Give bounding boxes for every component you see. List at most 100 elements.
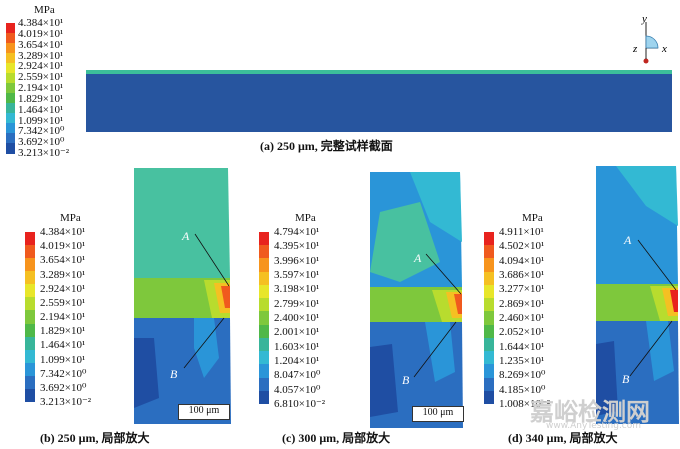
color-legend-a: [6, 23, 15, 154]
legend-swatch: [6, 133, 15, 144]
legend-tick-label: 2.400×10¹: [274, 312, 320, 324]
label-a-b: A: [181, 229, 190, 243]
legend-swatch: [25, 375, 35, 390]
legend-tick-label: 3.213×10⁻²: [18, 147, 70, 159]
scale-bar-c: 100 μm: [412, 406, 464, 422]
legend-tick-label: 2.460×10¹: [499, 312, 545, 324]
legend-tick-label: 2.559×10¹: [18, 71, 64, 84]
contour-plot-d: A B: [596, 166, 679, 424]
legend-swatch: [25, 258, 35, 272]
label-b-b: B: [170, 367, 178, 381]
legend-swatch: [259, 271, 269, 286]
legend-unit-d: MPa: [522, 212, 543, 224]
legend-tick-label: 4.019×10¹: [18, 27, 64, 40]
legend-tick-label: 3.654×10¹: [18, 38, 64, 51]
legend-swatch: [6, 63, 15, 74]
legend-tick-label: 3.198×10¹: [274, 283, 320, 296]
legend-tick-label: 4.502×10¹: [499, 240, 545, 253]
legend-swatch: [259, 337, 269, 352]
axis-x-label: x: [661, 43, 667, 55]
legend-tick-label: 1.008×10⁻²: [499, 398, 551, 410]
legend-ticks-c: 4.794×10¹ 4.395×10¹ 3.996×10¹ 3.597×10¹ 3.19…: [274, 227, 364, 410]
legend-tick-label: 1.829×10¹: [40, 325, 86, 338]
legend-tick-label: 3.277×10¹: [499, 283, 545, 296]
legend-swatch: [484, 364, 494, 379]
legend-tick-label: 4.794×10¹: [274, 226, 320, 238]
legend-tick-label: 8.047×10⁰: [274, 369, 321, 382]
legend-tick-label: 3.289×10¹: [40, 268, 86, 281]
legend-swatch: [25, 245, 35, 259]
legend-swatch: [259, 258, 269, 273]
legend-swatch: [259, 351, 269, 365]
label-a-d: A: [623, 233, 632, 247]
legend-tick-label: 6.810×10⁻²: [274, 398, 326, 410]
legend-swatch: [6, 113, 15, 124]
legend-swatch: [25, 362, 35, 377]
color-legend-c: [259, 232, 269, 405]
legend-unit-b: MPa: [60, 212, 81, 224]
legend-swatch: [259, 364, 269, 379]
legend-swatch: [484, 337, 494, 352]
legend-swatch: [25, 297, 35, 311]
legend-tick-label: 2.799×10¹: [274, 297, 320, 310]
legend-tick-label: 1.099×10¹: [40, 353, 86, 366]
legend-swatch: [6, 93, 15, 104]
legend-swatch: [484, 258, 494, 273]
legend-swatch: [484, 298, 494, 312]
contour-plot-b: A B: [134, 168, 231, 424]
legend-tick-label: 1.644×10¹: [499, 340, 545, 353]
legend-swatch: [259, 298, 269, 312]
legend-tick-label: 2.052×10¹: [499, 326, 545, 339]
legend-swatch: [6, 143, 15, 154]
legend-tick-label: 2.559×10¹: [40, 296, 86, 309]
legend-swatch: [6, 43, 15, 54]
legend-tick-label: 2.001×10¹: [274, 326, 320, 339]
legend-swatch: [6, 83, 15, 94]
legend-tick-label: 2.194×10¹: [40, 311, 86, 323]
legend-swatch: [6, 73, 15, 84]
label-b-d: B: [622, 372, 630, 386]
legend-tick-label: 1.099×10¹: [18, 114, 64, 127]
legend-tick-label: 4.094×10¹: [499, 254, 545, 267]
legend-swatch: [25, 323, 35, 338]
legend-swatch: [484, 245, 494, 259]
caption-c: (c) 300 μm, 局部放大: [282, 431, 391, 445]
legend-swatch: [259, 284, 269, 299]
legend-swatch: [259, 311, 269, 326]
legend-swatch: [6, 103, 15, 114]
legend-tick-label: 4.911×10¹: [499, 226, 544, 238]
legend-tick-label: 2.924×10¹: [18, 60, 64, 73]
legend-ticks-d: 4.911×10¹ 4.502×10¹ 4.094×10¹ 3.686×10¹ 3.27…: [499, 227, 589, 410]
color-legend-b: [25, 232, 35, 403]
legend-swatch: [25, 310, 35, 325]
contour-plot-c: A B: [370, 172, 463, 428]
legend-swatch: [484, 232, 494, 246]
legend-tick-label: 4.185×10⁰: [499, 383, 546, 396]
legend-swatch: [484, 324, 494, 339]
label-a-c: A: [413, 251, 422, 265]
legend-swatch: [25, 271, 35, 285]
legend-swatch: [484, 271, 494, 286]
coating-layer: [86, 70, 672, 74]
legend-swatch: [484, 390, 494, 405]
legend-swatch: [6, 33, 15, 44]
legend-tick-label: 2.924×10¹: [40, 282, 86, 295]
legend-tick-label: 1.204×10¹: [274, 355, 320, 367]
legend-tick-label: 8.269×10⁰: [499, 369, 546, 382]
legend-tick-label: 4.057×10⁰: [274, 383, 321, 396]
caption-b: (b) 250 μm, 局部放大: [40, 431, 150, 445]
caption-d: (d) 340 μm, 局部放大: [508, 431, 618, 445]
legend-tick-label: 1.235×10¹: [499, 355, 545, 367]
watermark-url: www.AnyTesting.com: [546, 421, 642, 431]
legend-swatch: [25, 349, 35, 364]
legend-swatch: [259, 390, 269, 405]
legend-tick-label: 3.289×10¹: [18, 49, 64, 62]
legend-swatch: [259, 232, 269, 246]
label-b-c: B: [402, 373, 410, 387]
legend-tick-label: 7.342×10⁰: [40, 367, 87, 380]
legend-tick-label: 2.194×10¹: [18, 82, 64, 94]
watermark-title: 嘉峪检测网: [530, 398, 650, 426]
legend-swatch: [6, 53, 15, 64]
legend-tick-label: 4.384×10¹: [18, 17, 64, 29]
legend-tick-label: 3.692×10⁰: [40, 381, 87, 394]
